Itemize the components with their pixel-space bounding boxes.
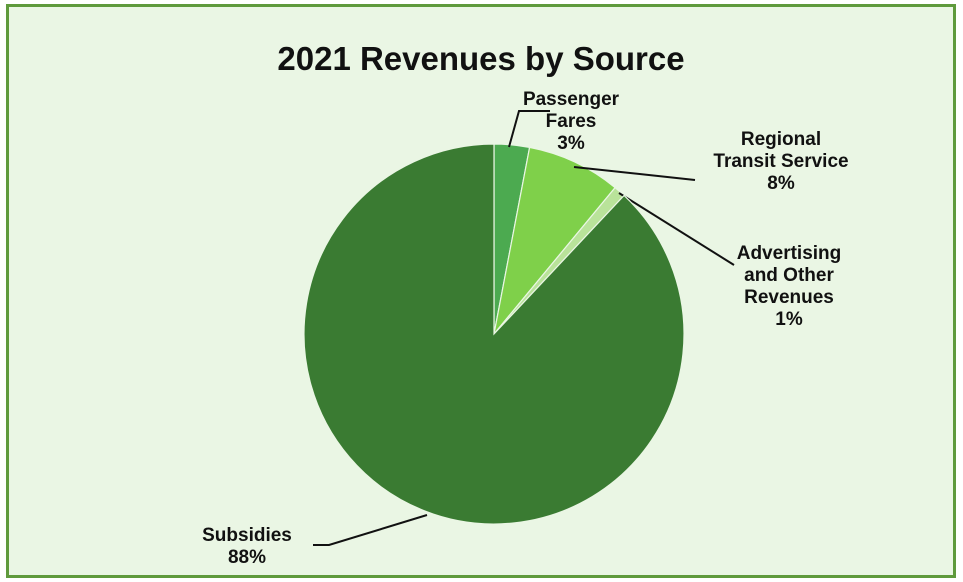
data-label: Passenger Fares 3% <box>451 89 691 155</box>
data-label-value: 88% <box>227 547 267 568</box>
pie-slice-regional-transit-service <box>493 146 616 335</box>
data-label-name: Transit Service <box>713 151 849 172</box>
data-label-name: Passenger <box>522 89 620 110</box>
data-label-value: 3% <box>557 133 585 154</box>
data-label-value: 1% <box>775 309 803 330</box>
data-label-name: Regional <box>740 129 822 150</box>
data-label: Advertising and Other Revenues 1% <box>669 243 909 331</box>
chart-title: 2021 Revenues by Source <box>277 40 685 77</box>
data-label: Subsidies 88% <box>127 525 367 569</box>
data-label-name: Revenues <box>744 287 834 308</box>
data-label-name: Fares <box>545 111 597 132</box>
data-label-value: 8% <box>767 173 795 194</box>
data-label-name: Subsidies <box>202 525 292 546</box>
leader-line <box>508 110 550 148</box>
leader-line <box>313 514 428 546</box>
leader-line <box>573 166 696 181</box>
chart-frame: 2021 Revenues by Source Passenger Fares 3%… <box>6 4 956 578</box>
data-label: Regional Transit Service 8% <box>661 129 901 195</box>
leader-line <box>618 192 735 266</box>
data-label-name: and Other <box>744 265 834 286</box>
pie-chart <box>303 110 735 546</box>
data-label-name: Advertising <box>736 243 842 264</box>
pie-slice-subsidies <box>303 143 685 525</box>
